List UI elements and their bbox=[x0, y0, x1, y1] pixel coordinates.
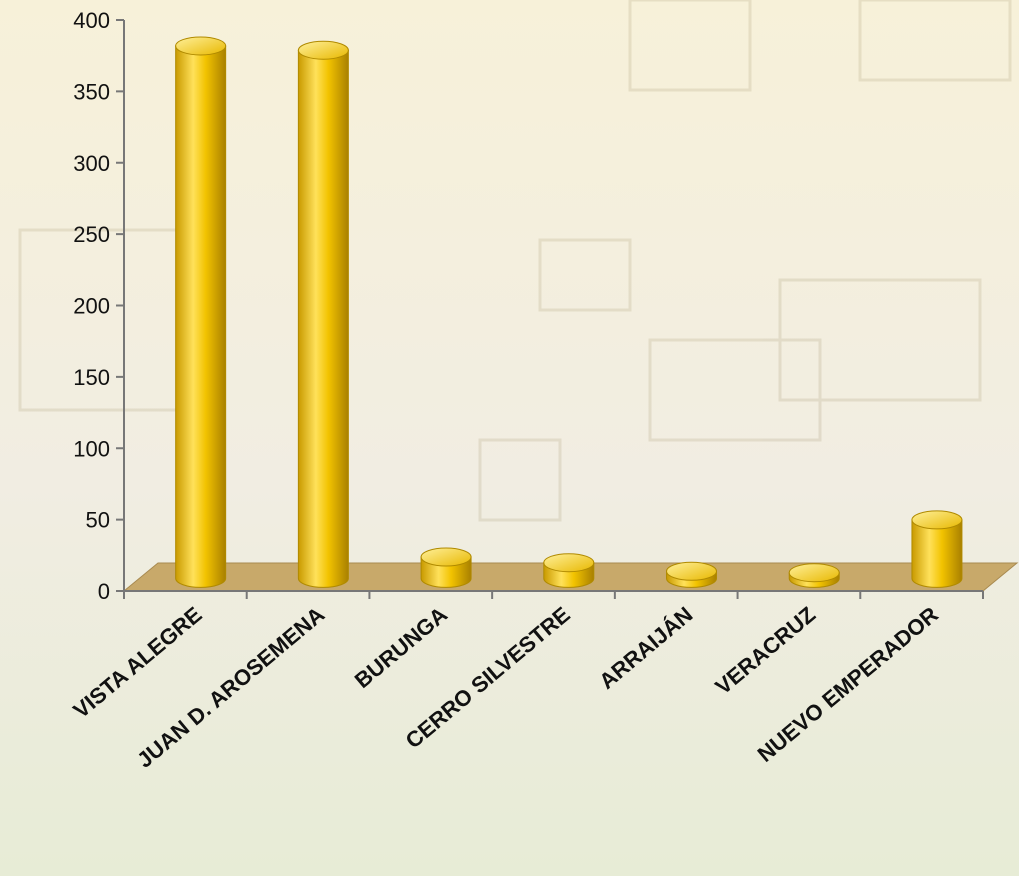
bar-body bbox=[175, 45, 227, 588]
y-tick-label: 400 bbox=[73, 8, 110, 33]
bar bbox=[666, 561, 718, 588]
y-tick-label: 50 bbox=[86, 508, 110, 533]
bars bbox=[175, 36, 963, 588]
bar-body bbox=[297, 49, 349, 588]
y-tick-label: 150 bbox=[73, 365, 110, 390]
bar bbox=[543, 553, 595, 588]
y-tick-label: 250 bbox=[73, 222, 110, 247]
bar-top bbox=[543, 553, 595, 573]
background-scenery bbox=[18, 0, 1012, 522]
y-tick-label: 100 bbox=[73, 436, 110, 461]
y-tick-label: 300 bbox=[73, 151, 110, 176]
bar-top bbox=[175, 36, 227, 56]
bar bbox=[788, 563, 840, 588]
bar-top bbox=[297, 40, 349, 60]
bar-body bbox=[911, 519, 963, 588]
bar-top bbox=[420, 547, 472, 567]
y-axis: 0 50 100 150 200 250 300 350 400 bbox=[73, 8, 125, 604]
bar bbox=[297, 40, 349, 588]
bar-top bbox=[666, 561, 718, 581]
y-tick-label: 200 bbox=[73, 294, 110, 319]
bar bbox=[420, 547, 472, 588]
bar-top bbox=[911, 510, 963, 530]
y-tick-label: 350 bbox=[73, 79, 110, 104]
bar bbox=[175, 36, 227, 588]
bar bbox=[911, 510, 963, 588]
y-tick-label: 0 bbox=[98, 579, 110, 604]
bar-top bbox=[788, 563, 840, 583]
